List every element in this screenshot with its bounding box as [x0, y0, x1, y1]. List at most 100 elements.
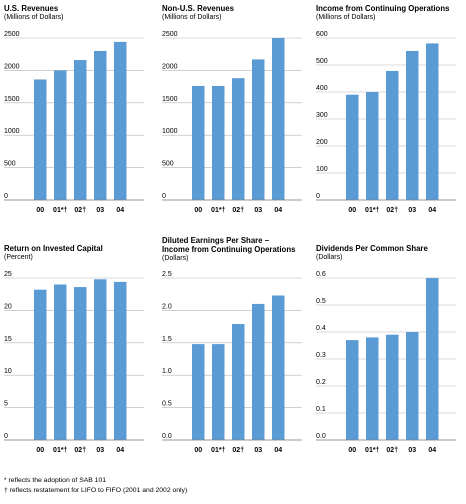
x-tick-label: 00 — [348, 447, 356, 454]
x-tick-label: 01*† — [211, 447, 226, 454]
x-tick-label: 00 — [194, 207, 202, 214]
bar — [34, 289, 47, 440]
bar — [114, 281, 127, 440]
y-tick-label: 100 — [316, 166, 328, 173]
bar — [366, 337, 379, 440]
chart-title: Dividends Per Common Share — [316, 244, 428, 253]
bar — [386, 334, 399, 440]
chart-non-us-revenues: Non-U.S. Revenues (Millions of Dollars) … — [162, 4, 310, 226]
chart-income-continuing-operations: Income from Continuing Operations (Milli… — [316, 4, 464, 226]
bar — [232, 324, 245, 440]
y-tick-label: 0.6 — [316, 271, 326, 278]
y-tick-label: 2.5 — [162, 271, 172, 278]
chart-title-line2: Income from Continuing Operations — [162, 245, 296, 254]
y-tick-label: 1000 — [162, 128, 178, 135]
chart-return-on-invested-capital: Return on Invested Capital (Percent) 0 5 1… — [4, 244, 152, 466]
chart-subtitle: (Millions of Dollars) — [316, 14, 376, 21]
bar — [426, 278, 439, 440]
bar — [272, 295, 285, 440]
bar — [366, 92, 379, 200]
x-tick-label: 04 — [116, 207, 124, 214]
x-tick-label: 03 — [96, 447, 104, 454]
bar — [74, 60, 87, 200]
chart-title: U.S. Revenues — [4, 4, 59, 13]
x-tick-label: 01*† — [365, 447, 380, 454]
bar — [192, 344, 205, 440]
x-tick-label: 02† — [386, 207, 398, 214]
x-tick-label: 02† — [386, 447, 398, 454]
bar — [34, 79, 47, 200]
y-tick-label: 0.1 — [316, 406, 326, 413]
y-tick-label: 200 — [316, 139, 328, 146]
bar — [94, 50, 107, 201]
x-tick-label: 02† — [232, 207, 244, 214]
y-tick-label: 2500 — [162, 31, 178, 38]
chart-subtitle: (Dollars) — [162, 255, 189, 262]
x-tick-label: 04 — [116, 447, 124, 454]
footnotes: * reflects the adoption of SAB 101 † ref… — [4, 476, 187, 496]
y-tick-label: 0 — [4, 193, 8, 200]
x-tick-label: 02† — [232, 447, 244, 454]
chart-plot: 0.0 0.5 1.0 1.5 2.0 2.5 00 01*† 02† 03 04 — [162, 271, 302, 454]
x-tick-label: 00 — [36, 447, 44, 454]
chart-plot: 0 500 1000 1500 2000 2500 00 01*† 02† 03 04 — [4, 31, 144, 214]
bar — [346, 340, 359, 440]
bar — [54, 70, 67, 201]
chart-subtitle: (Millions of Dollars) — [162, 14, 222, 21]
y-tick-label: 400 — [316, 85, 328, 92]
bar — [252, 59, 265, 200]
y-tick-label: 600 — [316, 31, 328, 38]
x-tick-label: 00 — [36, 207, 44, 214]
y-tick-label: 2.0 — [162, 303, 172, 310]
x-tick-label: 01*† — [365, 207, 380, 214]
bar — [94, 279, 107, 440]
y-tick-label: 10 — [4, 368, 12, 375]
y-tick-label: 25 — [4, 271, 12, 278]
x-tick-label: 04 — [428, 207, 436, 214]
x-tick-label: 00 — [348, 207, 356, 214]
y-tick-label: 0.3 — [316, 352, 326, 359]
y-tick-label: 1.0 — [162, 368, 172, 375]
chart-diluted-eps: Diluted Earnings Per Share – Income from… — [162, 236, 310, 466]
chart-subtitle: (Millions of Dollars) — [4, 14, 64, 21]
x-tick-label: 03 — [408, 207, 416, 214]
chart-plot: 0 100 200 300 400 500 600 00 01*† 02† 03 04 — [316, 31, 456, 214]
bar — [192, 85, 205, 200]
bar — [212, 344, 225, 440]
y-tick-label: 15 — [4, 336, 12, 343]
x-tick-label: 04 — [274, 207, 282, 214]
bar — [252, 303, 265, 440]
footnote-lifo-fifo: † reflects restatement for LIFO to FIFO … — [4, 487, 188, 494]
bar — [212, 85, 225, 200]
bar — [346, 94, 359, 200]
chart-subtitle: (Dollars) — [316, 254, 343, 261]
chart-title: Return on Invested Capital — [4, 244, 103, 253]
y-tick-label: 0.5 — [162, 401, 172, 408]
y-tick-label: 2500 — [4, 31, 20, 38]
bar — [74, 287, 87, 440]
chart-plot: 0 5 10 15 20 25 00 01*† 02† 03 04 — [4, 271, 144, 454]
x-tick-label: 03 — [96, 207, 104, 214]
x-tick-label: 01*† — [53, 207, 68, 214]
chart-title: Diluted Earnings Per Share – — [162, 236, 270, 245]
y-tick-label: 0.0 — [162, 433, 172, 440]
bar — [406, 332, 419, 440]
y-tick-label: 0.2 — [316, 379, 326, 386]
chart-title: Non-U.S. Revenues — [162, 4, 234, 13]
chart-plot: 0 500 1000 1500 2000 2500 00 01*† 02† 03 04 — [162, 31, 302, 214]
chart-dividends-per-share: Dividends Per Common Share (Dollars) 0.0… — [316, 244, 464, 466]
y-tick-label: 1500 — [4, 96, 20, 103]
bar — [54, 284, 67, 440]
bar — [426, 43, 439, 201]
footnote-sab101: * reflects the adoption of SAB 101 — [4, 477, 107, 484]
y-tick-label: 500 — [162, 161, 174, 168]
y-tick-label: 2000 — [162, 63, 178, 70]
bar — [272, 38, 285, 200]
bar — [114, 41, 127, 200]
chart-us-revenues: U.S. Revenues (Millions of Dollars) 0 500… — [4, 4, 152, 226]
x-tick-label: 04 — [274, 447, 282, 454]
x-tick-label: 00 — [194, 447, 202, 454]
chart-plot: 0.0 0.1 0.2 0.3 0.4 0.5 0.6 00 01*† 02† 03 04 — [316, 271, 456, 454]
y-tick-label: 500 — [4, 161, 16, 168]
x-tick-label: 01*† — [53, 447, 68, 454]
